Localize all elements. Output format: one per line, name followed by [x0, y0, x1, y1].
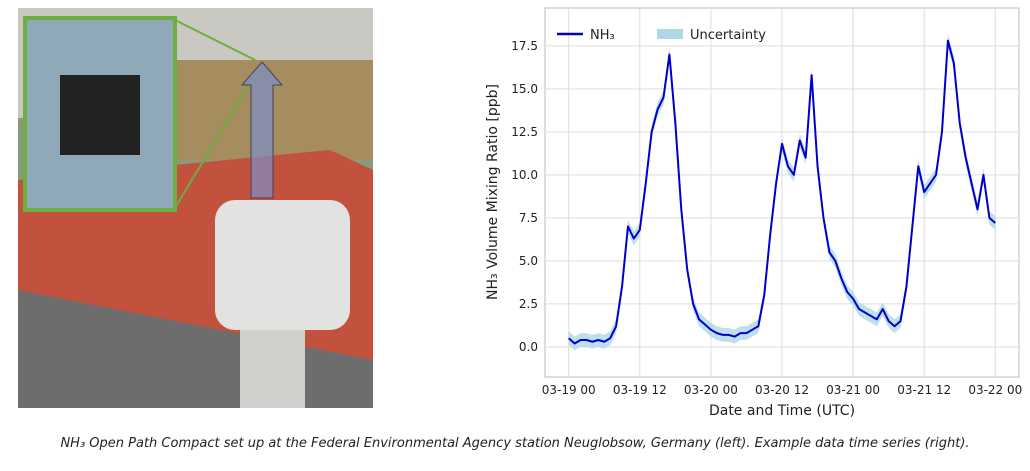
x-tick-label: 03-21 00: [826, 383, 880, 397]
legend-label: NH₃: [590, 28, 615, 43]
chart: NH₃ Volume Mixing Ratio [ppb] Date and T…: [485, 7, 1022, 419]
legend-label: Uncertainty: [690, 28, 766, 43]
y-tick-label: 17.5: [511, 39, 538, 53]
x-axis-label: Date and Time (UTC): [709, 403, 855, 419]
x-tick-label: 03-19 00: [542, 383, 596, 397]
x-tick-label: 03-21 12: [897, 383, 951, 397]
x-tick-label: 03-20 00: [684, 383, 738, 397]
nh3-line: [568, 39, 996, 345]
photo-inset-line: [174, 19, 256, 61]
x-tick-label: 03-20 12: [755, 383, 809, 397]
photo-device: [215, 200, 350, 330]
y-tick-label: 10.0: [511, 168, 538, 182]
y-tick-label: 12.5: [511, 125, 538, 139]
y-tick-label: 2.5: [519, 297, 538, 311]
legend-patch: [657, 29, 683, 39]
photo: [18, 8, 373, 408]
photo-beam-arrow: [240, 61, 284, 199]
photo-instrument-panel: [60, 75, 140, 155]
y-tick-label: 0.0: [519, 340, 538, 354]
caption: NH₃ Open Path Compact set up at the Fede…: [60, 436, 970, 451]
x-tick-label: 03-22 00: [968, 383, 1022, 397]
photo-inset-line: [174, 74, 256, 209]
photo-device-stand: [240, 330, 305, 408]
y-tick-label: 7.5: [519, 211, 538, 225]
y-tick-label: 5.0: [519, 254, 538, 268]
x-tick-label: 03-19 12: [613, 383, 667, 397]
y-axis-label: NH₃ Volume Mixing Ratio [ppb]: [485, 84, 501, 300]
y-tick-label: 15.0: [511, 82, 538, 96]
